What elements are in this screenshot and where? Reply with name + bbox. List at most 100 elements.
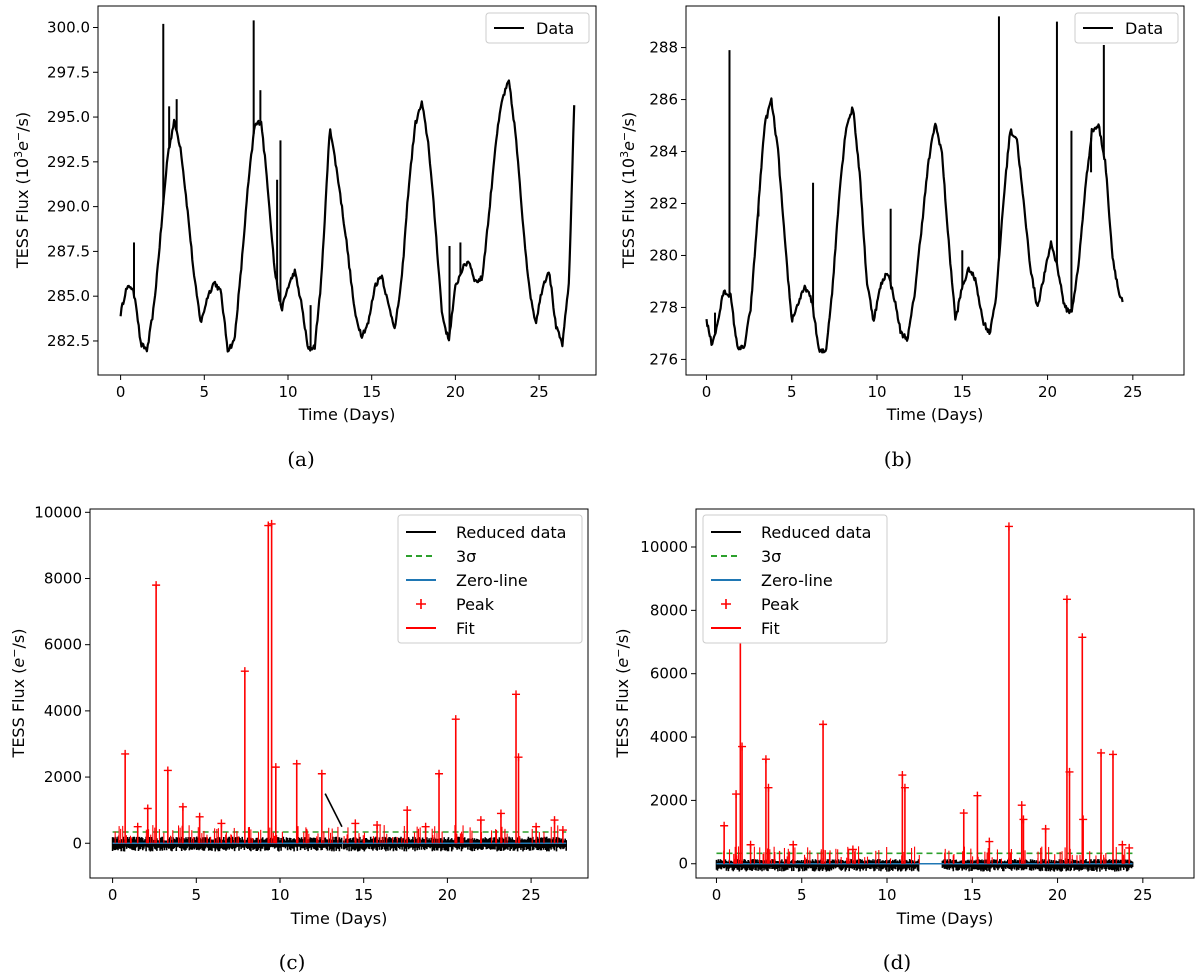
- y-axis-label-b: TESS Flux (103e−/s): [618, 112, 639, 269]
- y-tick-label-a-5: 295.0: [47, 108, 90, 126]
- x-tick-label-c-10: 10: [270, 886, 289, 904]
- peak-d-6: [819, 720, 828, 729]
- x-tick-label-d-5: 5: [797, 886, 807, 904]
- legend-label-fit-d: Fit: [761, 619, 780, 638]
- x-tick-label-c-15: 15: [354, 886, 373, 904]
- legend-box-b: [1074, 12, 1179, 44]
- x-tick-label-b-10: 10: [867, 383, 886, 401]
- peak-d-14: [1078, 633, 1087, 642]
- data-layer-c: [111, 519, 567, 852]
- y-tick-label-a-0: 282.5: [47, 332, 90, 350]
- peak-d-8: [900, 783, 909, 792]
- legend-label-3sigma-c: 3σ: [456, 547, 476, 566]
- peak-c-22: [476, 816, 485, 825]
- legend-label-3sigma-d: 3σ: [761, 547, 781, 566]
- peak-c-11: [435, 769, 444, 778]
- y-tick-label-a-3: 290.0: [47, 198, 90, 216]
- legend-label-reduced-d: Reduced data: [761, 523, 871, 542]
- x-tick-label-d-0: 0: [712, 886, 722, 904]
- x-tick-label-a-5: 5: [200, 383, 210, 401]
- peak-d-16: [1108, 750, 1117, 759]
- x-tick-label-c-25: 25: [522, 886, 541, 904]
- y-tick-label-d-0: 0: [678, 855, 688, 873]
- peak-c-26: [558, 826, 567, 835]
- series-line-a-0: [119, 79, 576, 353]
- data-layer-d: [715, 522, 1134, 872]
- peak-d-21: [789, 840, 798, 849]
- peak-c-21: [421, 822, 430, 831]
- peak-c-20: [373, 821, 382, 830]
- x-tick-label-d-20: 20: [1048, 886, 1067, 904]
- peak-d-7: [898, 771, 907, 780]
- x-axis-label-d: Time (Days): [896, 909, 994, 928]
- y-tick-label-c-4: 8000: [44, 569, 82, 587]
- legend-swatch-peak-d: [721, 599, 731, 609]
- x-tick-label-d-25: 25: [1133, 886, 1152, 904]
- y-tick-label-d-2: 4000: [650, 728, 688, 746]
- ticks-b: 0 5 10 15 20 25 276 278 280 282 284 286 288: [649, 39, 1142, 401]
- peak-c-13: [512, 690, 521, 699]
- peak-c-17: [195, 812, 204, 821]
- legend-box-d: [702, 514, 888, 644]
- panel-a: 0 5 10 15 20 25 282.5 285.0 287.5 290.0 292.5 295.0…: [12, 5, 597, 471]
- peak-c-12: [451, 715, 460, 724]
- y-tick-label-a-4: 292.5: [47, 153, 90, 171]
- plot-frame-b: [685, 5, 1185, 376]
- y-tick-label-d-3: 6000: [650, 665, 688, 683]
- peak-d-20: [746, 840, 755, 849]
- legend-label-peak-d: Peak: [761, 595, 800, 614]
- x-tick-label-c-0: 0: [108, 886, 118, 904]
- peak-d-11: [1017, 801, 1026, 810]
- peak-d-0: [720, 821, 729, 830]
- y-tick-label-c-3: 6000: [44, 636, 82, 654]
- y-tick-label-a-6: 297.5: [47, 63, 90, 81]
- legend-box-c: [397, 514, 583, 644]
- y-tick-label-d-4: 8000: [650, 601, 688, 619]
- peak-c-14: [514, 753, 523, 762]
- peak-c-16: [143, 804, 152, 813]
- peak-c-3: [178, 802, 187, 811]
- y-tick-label-b-1: 278: [649, 298, 678, 316]
- legend-label-peak-c: Peak: [456, 595, 495, 614]
- y-tick-label-a-7: 300.0: [47, 18, 90, 36]
- plot-frame-a: [97, 5, 597, 376]
- x-axis-label-a: Time (Days): [298, 405, 396, 424]
- y-axis-label-c: TESS Flux (e−/s): [8, 629, 29, 759]
- y-tick-label-c-5: 10000: [34, 503, 82, 521]
- peak-c-6: [267, 519, 276, 528]
- legend-label-fit-c: Fit: [456, 619, 475, 638]
- legend-label-data-a: Data: [536, 19, 574, 38]
- peak-c-10: [403, 806, 412, 815]
- peak-d-9: [973, 791, 982, 800]
- x-tick-label-c-20: 20: [438, 886, 457, 904]
- peak-d-13: [1065, 767, 1074, 776]
- caption-c: (c): [279, 950, 306, 974]
- legend-swatch-peak-c: [416, 599, 426, 609]
- peak-d-12: [1062, 595, 1071, 604]
- y-tick-label-b-0: 276: [649, 350, 678, 368]
- x-tick-label-d-15: 15: [963, 886, 982, 904]
- peak-c-19: [351, 819, 360, 828]
- y-axis-label-d: TESS Flux (e−/s): [612, 629, 633, 759]
- legend-label-zero-d: Zero-line: [761, 571, 833, 590]
- y-tick-label-b-5: 286: [649, 91, 678, 109]
- y-tick-label-c-1: 2000: [44, 768, 82, 786]
- x-axis-label-b: Time (Days): [886, 405, 984, 424]
- x-tick-label-c-5: 5: [192, 886, 202, 904]
- x-axis-label-c: Time (Days): [290, 909, 388, 928]
- x-tick-label-a-10: 10: [278, 383, 297, 401]
- legend-b: Data: [1074, 12, 1179, 44]
- peak-c-18: [217, 819, 226, 828]
- legend-label-reduced-c: Reduced data: [456, 523, 566, 542]
- peak-d-5: [764, 783, 773, 792]
- legend-a: Data: [485, 12, 590, 44]
- y-tick-label-a-2: 287.5: [47, 242, 90, 260]
- peak-d-3: [738, 742, 747, 751]
- peak-d-1: [732, 790, 741, 799]
- peak-c-7: [271, 763, 280, 772]
- caption-b: (b): [884, 447, 912, 471]
- peak-d-19: [1079, 815, 1088, 824]
- peak-c-9: [317, 769, 326, 778]
- y-tick-label-b-2: 280: [649, 246, 678, 264]
